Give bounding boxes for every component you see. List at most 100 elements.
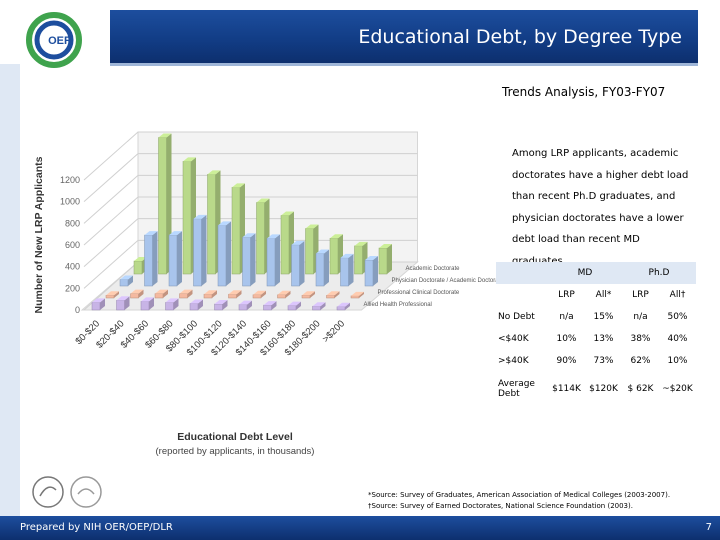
bar (256, 202, 265, 275)
bar (305, 228, 314, 275)
bar (133, 260, 143, 275)
bar-top (141, 297, 154, 302)
bar-top (228, 290, 242, 295)
bar-top (183, 157, 196, 162)
bar-top (169, 231, 182, 236)
table-row: >$40K 90% 73% 62% 10% (496, 350, 696, 372)
bar-top (263, 301, 277, 306)
page-title: Educational Debt, by Degree Type (358, 26, 682, 48)
bar-top (326, 291, 340, 296)
bar (179, 293, 188, 299)
bar (252, 294, 262, 299)
source-line-1: *Source: Survey of Graduates, American A… (368, 491, 671, 499)
bar (277, 294, 286, 299)
bar-side (226, 221, 231, 286)
y-tick-label: 400 (65, 262, 80, 272)
bar-side (247, 300, 252, 310)
series-label: Professional Clinical Doctorate (378, 290, 460, 296)
row-label: Average Debt (498, 379, 535, 399)
bar-side (334, 291, 340, 298)
bar-top (281, 211, 294, 216)
bar-top (204, 290, 217, 295)
source-line-2: †Source: Survey of Earned Doctorates, Na… (368, 502, 633, 510)
bar (193, 218, 202, 287)
bar-top (239, 300, 252, 305)
bar (263, 304, 272, 311)
bar (168, 234, 178, 287)
y-tick-label: 200 (65, 283, 80, 293)
bar-side (177, 231, 182, 286)
bar-top (179, 289, 193, 294)
gridline-side (83, 218, 139, 268)
subtitle: Trends Analysis, FY03-FY07 (502, 85, 666, 99)
subheader-md-all: All* (595, 290, 612, 300)
oer-logo: OER (26, 12, 82, 68)
title-bar: Educational Debt, by Degree Type (110, 10, 698, 66)
x-axis-title: Educational Debt Level (177, 431, 293, 443)
table-cell: 10% (556, 334, 577, 344)
row-label: >$40K (498, 356, 529, 366)
subheader-phd-all: All† (669, 290, 686, 300)
debt-table: MD Ph.D LRP All* LRP All† No Debt n/a 15… (496, 262, 696, 406)
bar-side (236, 290, 242, 298)
table-row: <$40K 10% 13% 38% 40% (496, 328, 696, 350)
y-tick-label: 800 (65, 218, 80, 228)
table-subheader: LRP All* LRP All† (496, 284, 696, 306)
x-axis-note: (reported by applicants, in thousands) (156, 446, 315, 457)
bar-top (253, 290, 266, 295)
bar-top (379, 244, 392, 248)
bar (144, 234, 153, 287)
table-cell: 15% (593, 312, 614, 322)
footer-bar: Prepared by NIH OER/OEP/DLR 7 (0, 516, 720, 540)
bar (119, 279, 129, 287)
bar (336, 306, 346, 311)
bar-side (173, 298, 179, 310)
bar-top (291, 240, 305, 245)
bar (350, 295, 360, 299)
left-decoration (0, 64, 20, 516)
bar-side (310, 291, 315, 298)
table-cell: n/a (559, 312, 574, 322)
bar-top (214, 300, 228, 305)
bar-side (345, 302, 350, 310)
bar (91, 302, 101, 311)
gridline-side (83, 174, 139, 224)
bar (189, 303, 199, 311)
bar-top (232, 183, 245, 188)
bar-top (365, 256, 378, 260)
gridline-side (83, 196, 139, 246)
bar-top (316, 249, 329, 254)
row-label: No Debt (498, 312, 535, 322)
y-tick-label: 1200 (60, 175, 80, 185)
bar-side (359, 291, 364, 298)
bar (364, 259, 374, 287)
bar (340, 257, 349, 287)
bar (329, 238, 339, 275)
bar (158, 137, 167, 275)
bar-top (305, 224, 319, 229)
bar (242, 237, 251, 287)
table-cell: 90% (556, 356, 577, 366)
y-tick-label: 1000 (60, 197, 80, 207)
bar-top (340, 253, 354, 258)
bar-top (130, 289, 144, 294)
bar (266, 238, 276, 287)
bar-side (124, 296, 130, 310)
bar-side (261, 290, 266, 298)
bar-top (158, 133, 172, 138)
bar (154, 293, 164, 299)
bar (207, 174, 216, 275)
bar-top (267, 234, 280, 239)
bar (326, 295, 335, 299)
table-cell: ~$20K (662, 384, 693, 394)
bar-top (218, 221, 231, 226)
bar-top (92, 298, 105, 303)
bar (315, 253, 325, 287)
bar-top (144, 231, 158, 236)
bar-top (106, 291, 119, 296)
page-number: 7 (705, 522, 712, 533)
table-cell: 62% (630, 356, 651, 366)
row-label: <$40K (498, 334, 529, 344)
gridline-side (83, 131, 139, 181)
table-cell: $120K (589, 384, 618, 394)
